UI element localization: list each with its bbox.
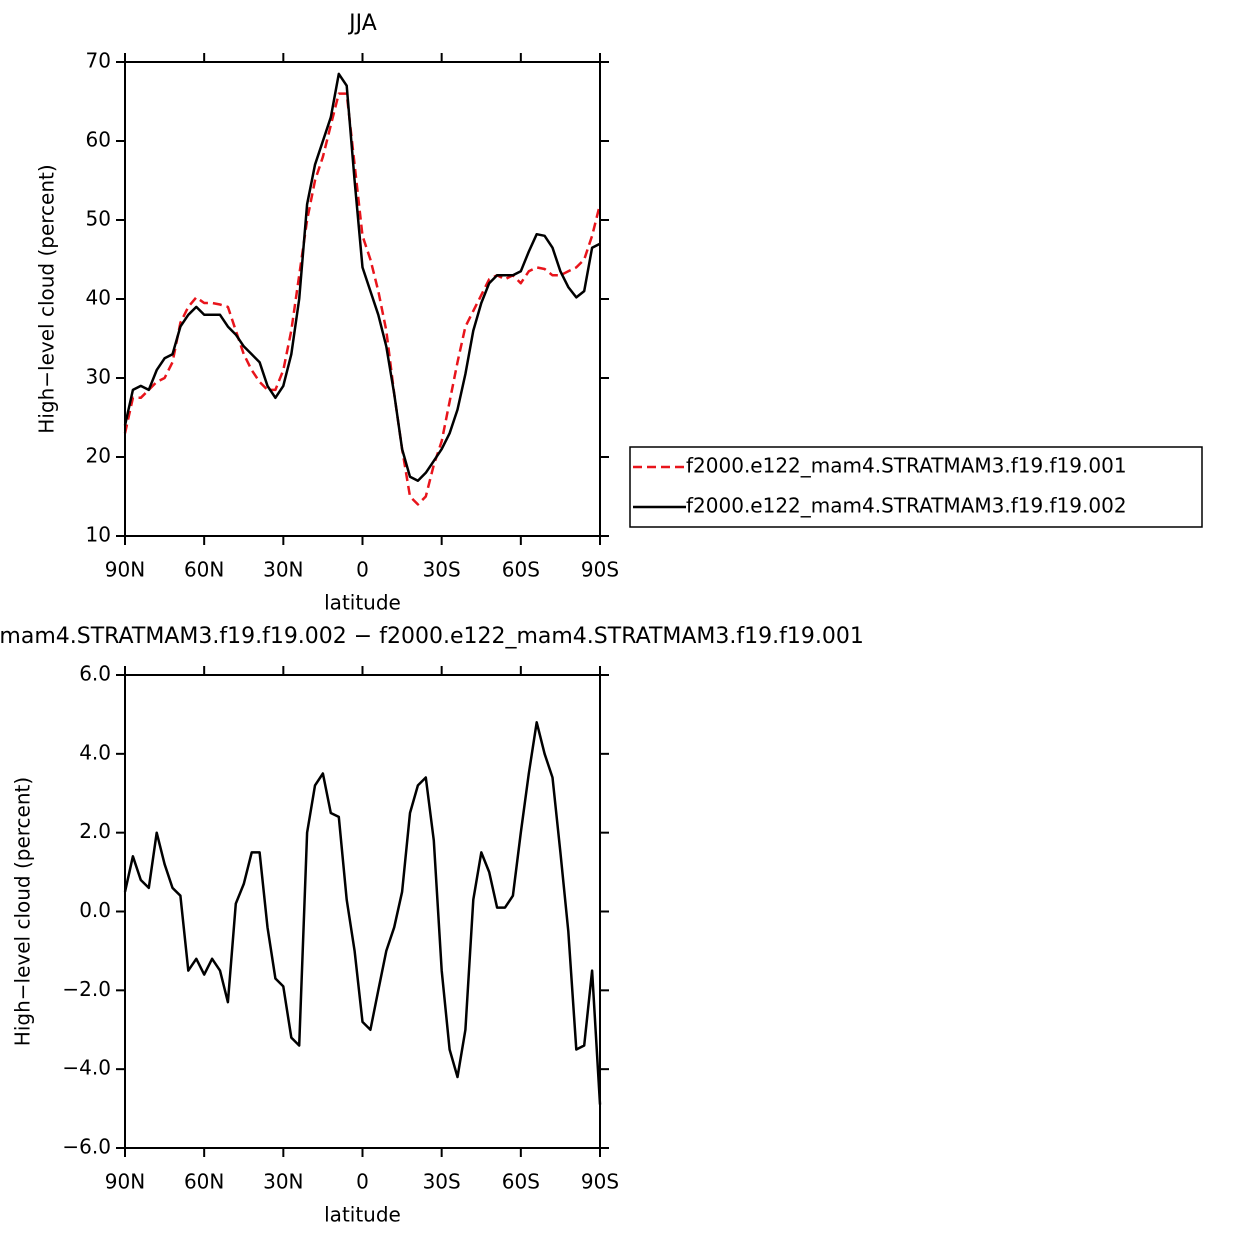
y-axis-label: High−level cloud (percent) <box>11 777 35 1046</box>
x-tick-label: 60N <box>184 558 224 582</box>
y-tick-label: 70 <box>86 49 111 73</box>
y-tick-label: −2.0 <box>62 977 111 1001</box>
x-axis-label: latitude <box>324 591 401 615</box>
legend-box <box>629 446 1203 528</box>
series-line <box>123 72 601 482</box>
x-tick-label: 30S <box>423 558 461 582</box>
chart-title: f2000.e122_mam4.STRATMAM3.f19.f19.002 − … <box>0 624 864 649</box>
y-tick-label: −4.0 <box>62 1056 111 1080</box>
x-tick-label: 60S <box>502 1170 540 1194</box>
plot-frame <box>124 674 601 1149</box>
x-tick-label: 90N <box>105 1170 145 1194</box>
x-axis-label: latitude <box>324 1203 401 1227</box>
x-tick-label: 30N <box>263 1170 303 1194</box>
series-line <box>123 721 602 1105</box>
y-tick-label: 4.0 <box>79 740 111 764</box>
series-line <box>123 92 602 506</box>
y-tick-label: 20 <box>86 444 111 468</box>
y-tick-label: 0.0 <box>79 898 111 922</box>
x-tick-label: 60S <box>502 558 540 582</box>
chart-title: JJA <box>347 11 377 36</box>
y-tick-label: 6.0 <box>79 662 111 686</box>
y-tick-label: 50 <box>86 207 111 231</box>
x-tick-label: 0 <box>356 1170 369 1194</box>
y-tick-label: 60 <box>86 128 111 152</box>
x-tick-label: 30S <box>423 1170 461 1194</box>
x-tick-label: 30N <box>263 558 303 582</box>
x-tick-label: 90S <box>581 558 619 582</box>
x-tick-label: 0 <box>356 558 369 582</box>
y-tick-label: 40 <box>86 286 111 310</box>
plot-frame <box>124 61 601 537</box>
y-axis-label: High−level cloud (percent) <box>35 164 59 433</box>
y-tick-label: 2.0 <box>79 819 111 843</box>
legend-label: f2000.e122_mam4.STRATMAM3.f19.f19.001 <box>686 454 1127 478</box>
y-tick-label: −6.0 <box>62 1135 111 1159</box>
x-tick-label: 60N <box>184 1170 224 1194</box>
y-tick-label: 30 <box>86 365 111 389</box>
x-tick-label: 90S <box>581 1170 619 1194</box>
y-tick-label: 10 <box>86 523 111 547</box>
x-tick-label: 90N <box>105 558 145 582</box>
legend-label: f2000.e122_mam4.STRATMAM3.f19.f19.002 <box>686 494 1127 518</box>
